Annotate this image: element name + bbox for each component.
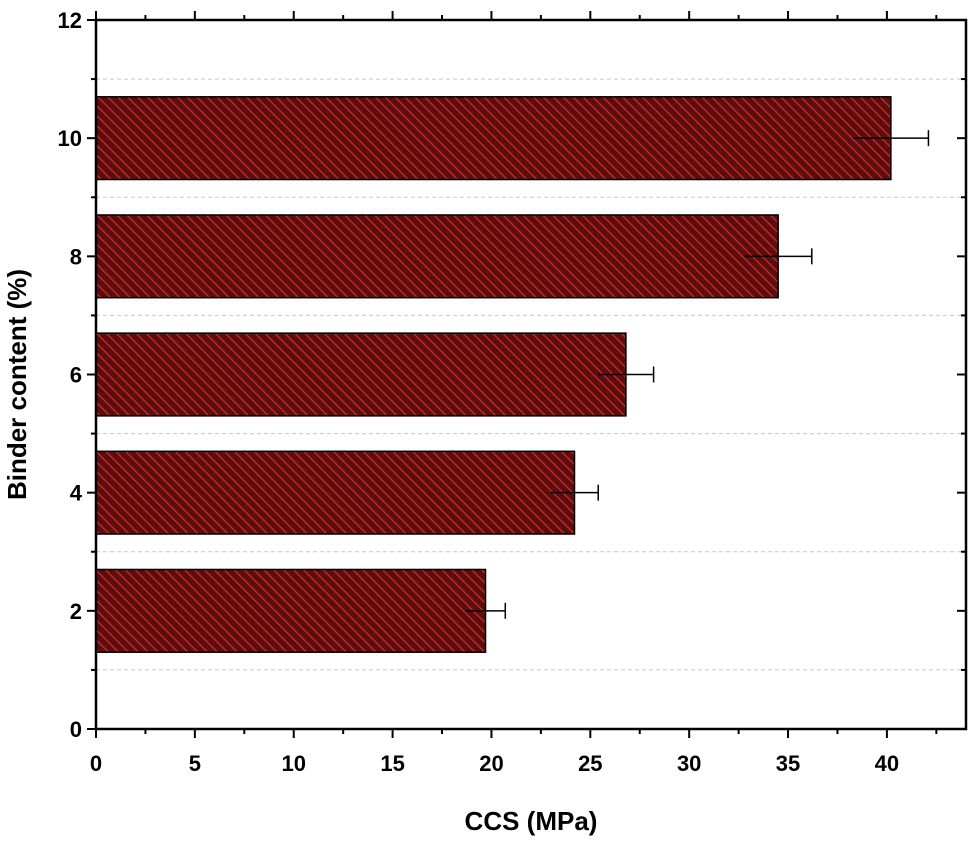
x-tick-label: 40 — [875, 751, 899, 776]
x-tick-label: 5 — [189, 751, 201, 776]
x-tick-label: 25 — [578, 751, 602, 776]
bar — [95, 214, 779, 299]
bar — [95, 332, 627, 417]
x-tick-label: 10 — [281, 751, 305, 776]
error-bars — [465, 130, 930, 619]
y-tick-label: 8 — [70, 244, 82, 269]
y-tick-label: 2 — [70, 599, 82, 624]
bar — [95, 450, 576, 535]
y-tick-label: 10 — [58, 126, 82, 151]
y-axis-title: Binder content (%) — [2, 269, 32, 500]
x-tick-label: 0 — [90, 751, 102, 776]
bar — [95, 96, 892, 181]
y-tick-label: 4 — [70, 481, 83, 506]
y-tick-label: 12 — [58, 8, 82, 33]
x-tick-label: 35 — [776, 751, 800, 776]
bars — [95, 96, 892, 653]
grid-lines — [96, 78, 966, 671]
y-tick-labels: 0 2 4 6 8 10 12 — [58, 8, 83, 742]
y-tick-label: 6 — [70, 363, 82, 388]
axis-ticks — [87, 11, 966, 738]
x-tick-label: 20 — [479, 751, 503, 776]
y-tick-label: 0 — [70, 717, 82, 742]
x-tick-label: 30 — [677, 751, 701, 776]
x-axis-title: CCS (MPa) — [465, 806, 598, 836]
bar — [95, 568, 487, 653]
x-tick-label: 15 — [380, 751, 404, 776]
x-tick-labels: 0 5 10 15 20 25 30 35 40 — [90, 751, 899, 776]
